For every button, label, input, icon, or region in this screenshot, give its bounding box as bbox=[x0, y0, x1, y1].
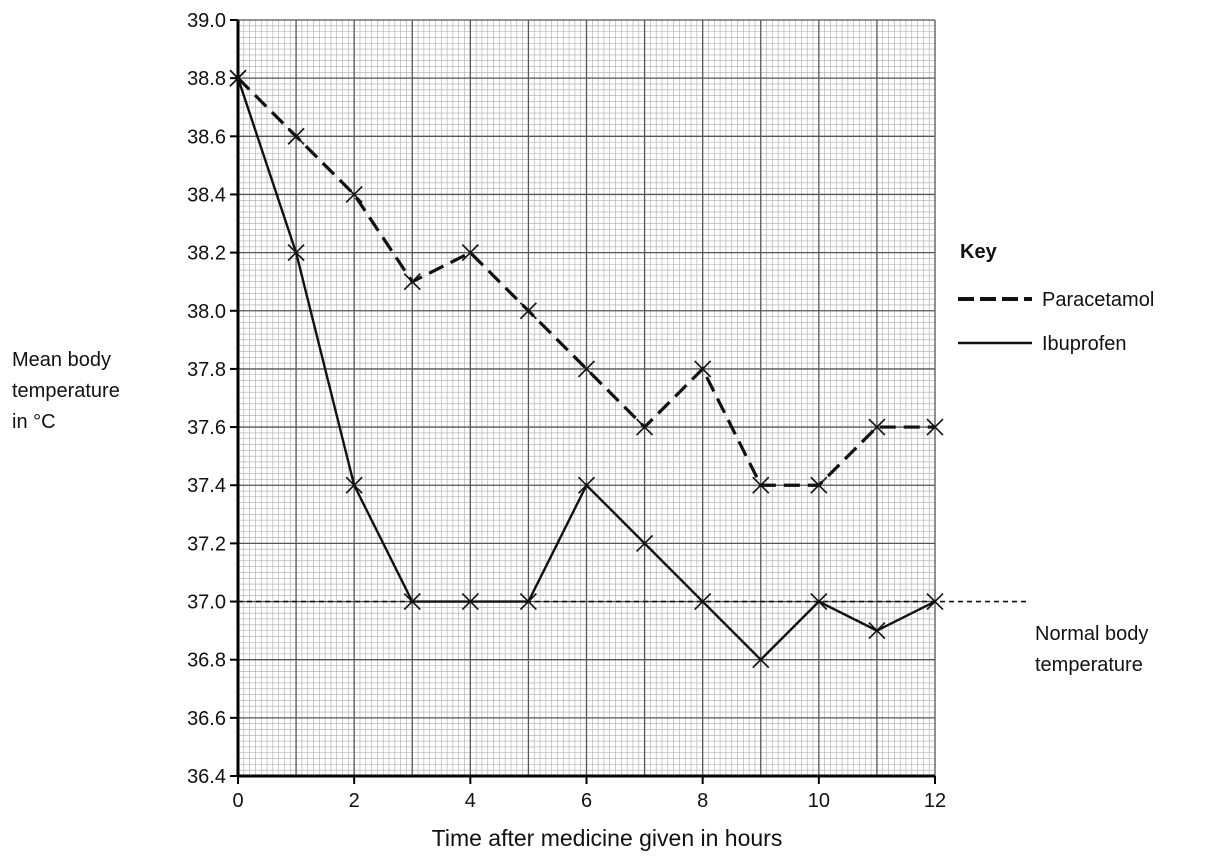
data-point-ibuprofen bbox=[926, 592, 944, 611]
x-tick-label: 12 bbox=[924, 790, 946, 812]
y-tick-label: 36.4 bbox=[187, 766, 226, 788]
x-tick-labels: 0 2 4 6 8 10 12 bbox=[232, 776, 946, 812]
data-point-paracetamol bbox=[636, 418, 654, 436]
marker-stroke bbox=[403, 273, 421, 291]
data-point-paracetamol bbox=[810, 476, 828, 494]
x-tick-label: 2 bbox=[349, 790, 360, 812]
data-point-paracetamol bbox=[868, 418, 886, 436]
data-point-ibuprofen bbox=[577, 476, 596, 494]
x-tick-label: 10 bbox=[808, 790, 830, 812]
marker-stroke bbox=[752, 651, 770, 669]
legend-label-ibuprofen: Ibuprofen bbox=[1042, 333, 1127, 355]
y-tick-label: 37.6 bbox=[187, 417, 226, 439]
data-point-paracetamol bbox=[577, 360, 596, 378]
marker-stroke bbox=[519, 302, 537, 320]
y-tick-label: 38.4 bbox=[187, 184, 226, 206]
data-point-paracetamol bbox=[926, 418, 944, 436]
data-point-paracetamol bbox=[403, 273, 421, 291]
marker-stroke bbox=[926, 592, 944, 611]
y-tick-label: 39.0 bbox=[187, 10, 226, 32]
data-point-ibuprofen bbox=[694, 592, 712, 611]
marker-stroke bbox=[287, 127, 305, 145]
data-point-ibuprofen bbox=[810, 592, 828, 611]
marker-stroke bbox=[694, 360, 712, 378]
y-axis-label-line-3: in °C bbox=[12, 411, 56, 433]
data-point-ibuprofen bbox=[461, 592, 479, 611]
marker-stroke bbox=[345, 476, 363, 494]
y-tick-label: 38.2 bbox=[187, 243, 226, 265]
marker-stroke bbox=[868, 418, 886, 436]
y-tick-label: 36.6 bbox=[187, 708, 226, 730]
marker-stroke bbox=[694, 592, 712, 611]
x-tick-label: 4 bbox=[465, 790, 476, 812]
data-point-ibuprofen bbox=[403, 592, 421, 611]
reference-label-line-1: Normal body bbox=[1035, 623, 1148, 645]
x-tick-label: 0 bbox=[232, 790, 243, 812]
marker-stroke bbox=[345, 185, 363, 204]
marker-stroke bbox=[287, 244, 305, 262]
data-point-ibuprofen bbox=[229, 69, 247, 87]
marker-stroke bbox=[577, 360, 596, 378]
marker-stroke bbox=[461, 244, 479, 262]
data-point-ibuprofen bbox=[752, 651, 770, 669]
y-tick-label: 38.8 bbox=[187, 68, 226, 90]
y-tick-label: 36.8 bbox=[187, 650, 226, 672]
marker-stroke bbox=[810, 592, 828, 611]
data-point-paracetamol bbox=[752, 476, 770, 494]
y-tick-label: 37.2 bbox=[187, 533, 226, 555]
data-point-paracetamol bbox=[461, 244, 479, 262]
marker-stroke bbox=[519, 592, 537, 611]
legend: Key Paracetamol Ibuprofen bbox=[958, 241, 1154, 355]
marker-stroke bbox=[577, 476, 596, 494]
marker-stroke bbox=[229, 69, 247, 87]
y-tick-labels: 36.4 36.6 36.8 37.0 37.2 37.4 37.6 37.8 38.0 38.2… bbox=[187, 10, 238, 788]
data-point-paracetamol bbox=[694, 360, 712, 378]
marker-stroke bbox=[403, 592, 421, 611]
y-tick-label: 38.6 bbox=[187, 126, 226, 148]
data-point-paracetamol bbox=[287, 127, 305, 145]
marker-stroke bbox=[810, 476, 828, 494]
data-point-ibuprofen bbox=[287, 244, 305, 262]
y-tick-label: 38.0 bbox=[187, 301, 226, 323]
x-tick-label: 6 bbox=[581, 790, 592, 812]
y-tick-label: 37.8 bbox=[187, 359, 226, 381]
marker-stroke bbox=[926, 418, 944, 436]
data-point-paracetamol bbox=[519, 302, 537, 320]
x-tick-label: 8 bbox=[697, 790, 708, 812]
y-tick-label: 37.0 bbox=[187, 592, 226, 614]
data-point-ibuprofen bbox=[636, 534, 654, 552]
series-group bbox=[229, 69, 944, 669]
data-point-ibuprofen bbox=[345, 476, 363, 494]
marker-stroke bbox=[461, 592, 479, 611]
marker-stroke bbox=[636, 418, 654, 436]
marker-stroke bbox=[868, 622, 886, 640]
data-point-ibuprofen bbox=[868, 622, 886, 640]
reference-label-line-2: temperature bbox=[1035, 654, 1143, 676]
legend-title: Key bbox=[960, 241, 998, 263]
data-point-paracetamol bbox=[345, 185, 363, 204]
y-axis-label-line-1: Mean body bbox=[12, 349, 111, 371]
y-axis-label-line-2: temperature bbox=[12, 380, 120, 402]
legend-label-paracetamol: Paracetamol bbox=[1042, 289, 1154, 311]
x-axis-label: Time after medicine given in hours bbox=[432, 825, 783, 851]
marker-stroke bbox=[752, 476, 770, 494]
data-point-ibuprofen bbox=[519, 592, 537, 611]
y-tick-label: 37.4 bbox=[187, 475, 226, 497]
marker-stroke bbox=[636, 534, 654, 552]
